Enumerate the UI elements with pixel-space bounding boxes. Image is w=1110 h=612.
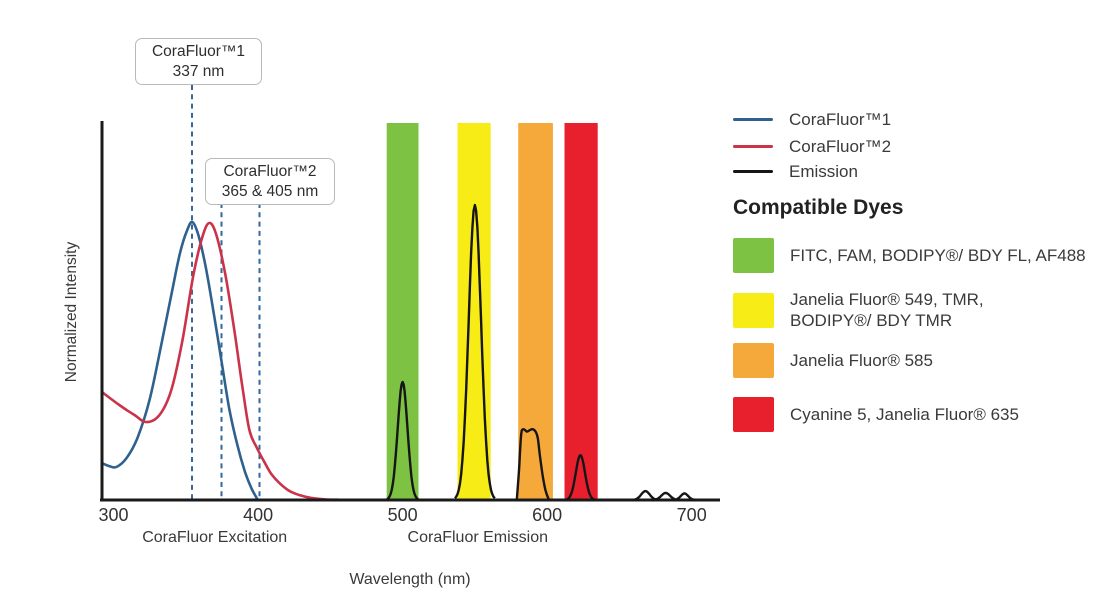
compatible-dyes-heading: Compatible Dyes <box>733 196 904 219</box>
annotation-corafluor2-title: CoraFluor™2 <box>223 163 317 180</box>
annotation-corafluor2: CoraFluor™2 365 & 405 nm <box>205 158 335 205</box>
legend-label-emission: Emission <box>789 161 858 181</box>
legend-item-corafluor2: CoraFluor™2 <box>733 134 891 159</box>
legend-item-corafluor1: CoraFluor™1 <box>733 107 891 132</box>
legend-item-emission: Emission <box>733 159 891 184</box>
x-tick-400: 400 <box>243 505 273 525</box>
x-section-label-0: CoraFluor Excitation <box>142 529 287 546</box>
annotation-corafluor2-value: 365 & 405 nm <box>221 182 319 200</box>
legend: CoraFluor™1 CoraFluor™2 Emission <box>733 107 891 184</box>
x-tick-300: 300 <box>98 505 128 525</box>
emission-peak-2 <box>515 427 550 501</box>
y-axis-title: Normalized Intensity <box>63 242 80 383</box>
x-tick-600: 600 <box>532 505 562 525</box>
legend-label-corafluor1: CoraFluor™1 <box>789 109 892 129</box>
dye-swatch-yellow-icon <box>733 292 774 328</box>
legend-label-corafluor2: CoraFluor™2 <box>789 136 892 156</box>
emission-peak-6 <box>672 492 697 502</box>
dye-item-fitc-group: FITC, FAM, BODIPY®/ BDY FL, AF488 <box>733 238 1086 273</box>
dye-label-jf549-group: Janelia Fluor® 549, TMR, BODIPY®/ BDY TM… <box>790 290 984 330</box>
excitation-curve-2 <box>100 221 347 502</box>
legend-line-corafluor1-icon <box>733 118 773 121</box>
spectra-chart: 300 400 500 600 700 CoraFluor Excitation CoraF… <box>63 85 720 588</box>
dye-swatch-red-icon <box>733 397 774 432</box>
x-tick-700: 700 <box>677 505 707 525</box>
dye-label-cy5-group: Cyanine 5, Janelia Fluor® 635 <box>790 405 1019 424</box>
x-tick-500: 500 <box>388 505 418 525</box>
dye-label-jf585: Janelia Fluor® 585 <box>790 351 933 370</box>
dye-item-cy5-group: Cyanine 5, Janelia Fluor® 635 <box>733 397 1019 432</box>
legend-line-emission-icon <box>733 170 773 173</box>
band-orange <box>518 123 553 499</box>
annotation-corafluor1: CoraFluor™1 337 nm <box>135 38 262 85</box>
annotation-corafluor1-title: CoraFluor™1 <box>151 43 246 60</box>
dye-label-fitc-group: FITC, FAM, BODIPY®/ BDY FL, AF488 <box>790 246 1086 265</box>
dye-swatch-green-icon <box>733 238 774 273</box>
dye-item-jf585: Janelia Fluor® 585 <box>733 343 933 378</box>
legend-line-corafluor2-icon <box>733 145 773 148</box>
annotation-corafluor1-value: 337 nm <box>172 62 225 80</box>
emission-peak-3 <box>565 454 596 501</box>
band-green <box>386 123 419 499</box>
x-section-label-1: CoraFluor Emission <box>408 529 548 546</box>
emission-peak-0 <box>386 380 419 501</box>
x-axis-title: Wavelength (nm) <box>349 571 470 588</box>
band-red <box>564 123 598 499</box>
dye-item-jf549-group: Janelia Fluor® 549, TMR, BODIPY®/ BDY TM… <box>733 289 984 331</box>
emission-peak-1 <box>454 203 496 499</box>
excitation-curve-1 <box>100 220 259 501</box>
dye-swatch-orange-icon <box>733 343 774 378</box>
